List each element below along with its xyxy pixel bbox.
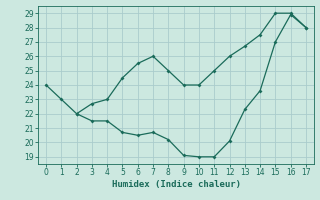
X-axis label: Humidex (Indice chaleur): Humidex (Indice chaleur)	[111, 180, 241, 189]
